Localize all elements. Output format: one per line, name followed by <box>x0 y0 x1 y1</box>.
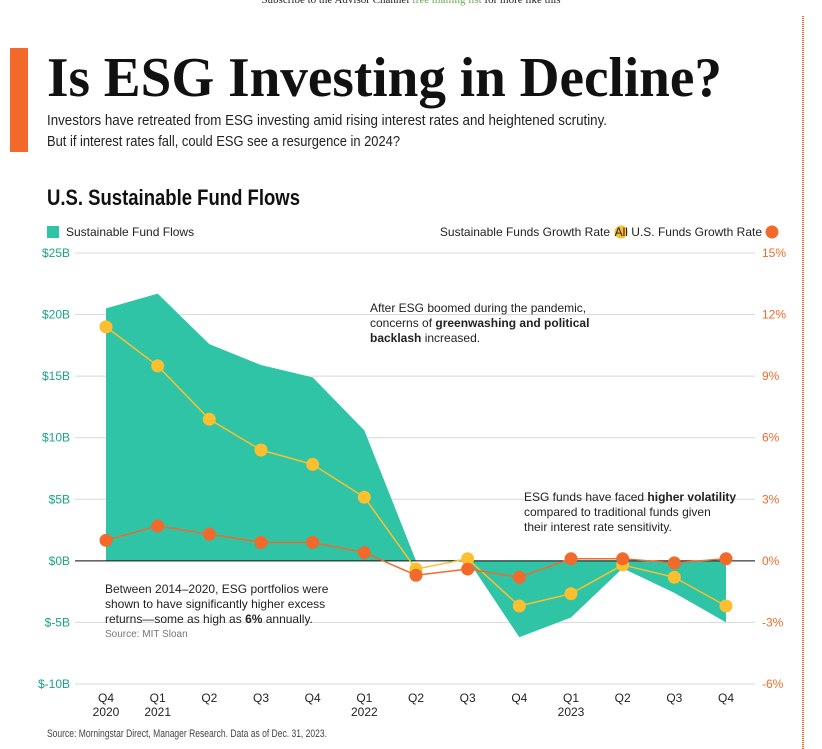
point <box>306 535 320 549</box>
annotation: backlash increased. <box>370 331 480 345</box>
point <box>409 568 423 582</box>
y2-tick-label: 9% <box>762 369 780 383</box>
annotation-part: greenwashing and political <box>435 316 589 330</box>
point <box>461 562 475 576</box>
x-tick-label: Q2 <box>615 691 631 705</box>
x-tick-label: Q2 <box>408 691 424 705</box>
x-tick-label: Q4 <box>511 691 527 705</box>
y2-tick-label: -6% <box>762 677 784 691</box>
title: Is ESG Investing in Decline? <box>47 47 722 109</box>
annotation-part: annually. <box>262 612 312 626</box>
x-tick-label: Q3 <box>460 691 476 705</box>
annotation: shown to have significantly higher exces… <box>105 597 325 611</box>
point <box>306 457 320 471</box>
x-tick-label: Q1 <box>150 691 166 705</box>
annotation-note: Source: MIT Sloan <box>105 629 188 640</box>
legend-swatch <box>614 225 628 239</box>
annotation-part: higher volatility <box>647 490 736 504</box>
annotation: After ESG boomed during the pandemic, <box>370 301 586 315</box>
y-tick-label: $0B <box>49 554 70 568</box>
x-tick-year: 2023 <box>558 705 585 719</box>
y2-tick-label: 3% <box>762 492 780 506</box>
annotation: ESG funds have faced higher volatility <box>524 490 736 504</box>
y-tick-label: $20B <box>42 308 70 322</box>
y2-tick-label: 6% <box>762 431 780 445</box>
point <box>667 556 681 570</box>
y-tick-label: $5B <box>49 492 70 506</box>
annotation-part: ESG funds have faced <box>524 490 647 504</box>
point <box>357 490 371 504</box>
point <box>254 535 268 549</box>
legend-label: Sustainable Funds Growth Rate <box>440 225 610 239</box>
subtitle: Investors have retreated from ESG invest… <box>47 112 607 129</box>
x-tick-label: Q2 <box>201 691 217 705</box>
point <box>512 599 526 613</box>
point <box>99 533 113 547</box>
x-tick-label: Q4 <box>718 691 734 705</box>
point <box>667 570 681 584</box>
annotation-part: their interest rate sensitivity. <box>524 520 672 534</box>
header-part: for more like this <box>482 0 561 6</box>
annotation: their interest rate sensitivity. <box>524 520 672 534</box>
point <box>202 412 216 426</box>
source: Source: Morningstar Direct, Manager Rese… <box>47 728 327 740</box>
annotation: returns—some as high as 6% annually. <box>105 612 313 626</box>
point <box>719 599 733 613</box>
point <box>461 552 475 566</box>
chart-title: U.S. Sustainable Fund Flows <box>47 185 300 210</box>
legend-swatch <box>47 226 59 238</box>
point <box>719 552 733 566</box>
x-tick-label: Q3 <box>666 691 682 705</box>
annotation-part: concerns of <box>370 316 435 330</box>
y-tick-label: $10B <box>42 431 70 445</box>
x-tick-label: Q1 <box>356 691 372 705</box>
annotation-part: Between 2014–2020, ESG portfolios were <box>105 582 329 596</box>
y2-tick-label: 15% <box>762 246 786 260</box>
x-tick-label: Q4 <box>305 691 321 705</box>
area <box>106 293 726 638</box>
y2-tick-label: -3% <box>762 615 784 629</box>
point <box>151 359 165 373</box>
subtitle: But if interest rates fall, could ESG se… <box>47 133 400 150</box>
annotation: compared to traditional funds given <box>524 505 711 519</box>
y2-tick-label: 12% <box>762 308 786 322</box>
point <box>99 320 113 334</box>
x-tick-label: Q1 <box>563 691 579 705</box>
annotation: concerns of greenwashing and political <box>370 316 589 330</box>
point <box>564 552 578 566</box>
point <box>254 443 268 457</box>
y-tick-label: $-10B <box>38 677 70 691</box>
annotation-part: shown to have significantly higher exces… <box>105 597 325 611</box>
header-part: free mailing list <box>412 0 482 6</box>
point <box>151 519 165 533</box>
y-tick-label: $15B <box>42 369 70 383</box>
point <box>202 527 216 541</box>
accent-bar <box>10 48 28 152</box>
annotation-part: compared to traditional funds given <box>524 505 711 519</box>
annotation-part: 6% <box>245 612 263 626</box>
annotation-part: After ESG boomed during the pandemic, <box>370 301 586 315</box>
x-tick-label: Q4 <box>98 691 114 705</box>
point <box>564 587 578 601</box>
x-tick-year: 2021 <box>144 705 171 719</box>
y-tick-label: $-5B <box>45 615 70 629</box>
header-text: Subscribe to the Advisor Channel free ma… <box>261 0 560 6</box>
legend-label: Sustainable Fund Flows <box>66 225 194 239</box>
annotation-part: backlash <box>370 331 421 345</box>
annotation-part: increased. <box>421 331 480 345</box>
legend-label: All U.S. Funds Growth Rate <box>615 225 763 239</box>
point <box>512 570 526 584</box>
annotation: Between 2014–2020, ESG portfolios were <box>105 582 329 596</box>
x-tick-year: 2020 <box>93 705 120 719</box>
y-tick-label: $25B <box>42 246 70 260</box>
x-tick-year: 2022 <box>351 705 378 719</box>
legend-swatch <box>765 225 779 239</box>
annotation-part: returns—some as high as <box>105 612 245 626</box>
header-part: Subscribe to the Advisor Channel <box>261 0 412 6</box>
y2-tick-label: 0% <box>762 554 780 568</box>
point <box>616 552 630 566</box>
x-tick-label: Q3 <box>253 691 269 705</box>
point <box>357 546 371 560</box>
